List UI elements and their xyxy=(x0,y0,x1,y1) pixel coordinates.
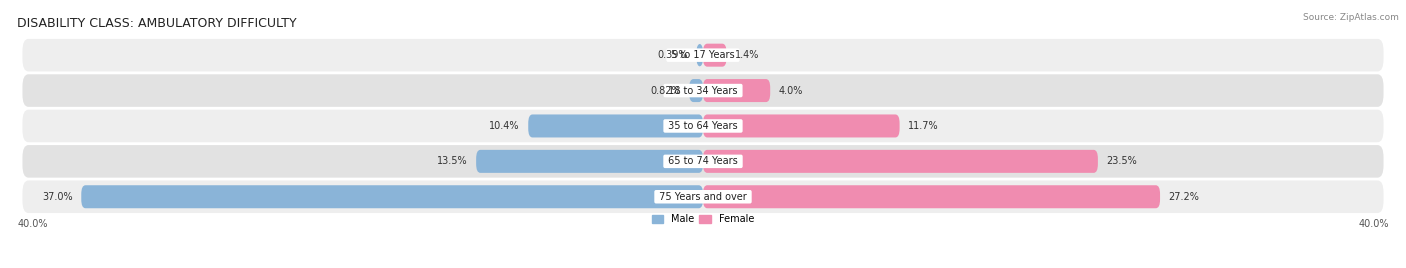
Text: 37.0%: 37.0% xyxy=(42,192,73,202)
FancyBboxPatch shape xyxy=(22,145,1384,178)
FancyBboxPatch shape xyxy=(22,39,1384,72)
Text: 1.4%: 1.4% xyxy=(735,50,759,60)
Text: 40.0%: 40.0% xyxy=(17,219,48,229)
FancyBboxPatch shape xyxy=(22,110,1384,142)
Text: 18 to 34 Years: 18 to 34 Years xyxy=(665,85,741,96)
FancyBboxPatch shape xyxy=(703,150,1098,173)
Text: Source: ZipAtlas.com: Source: ZipAtlas.com xyxy=(1303,13,1399,23)
Legend: Male, Female: Male, Female xyxy=(652,214,754,224)
Text: 75 Years and over: 75 Years and over xyxy=(657,192,749,202)
Text: 23.5%: 23.5% xyxy=(1107,156,1137,166)
Text: 40.0%: 40.0% xyxy=(1358,219,1389,229)
Text: 10.4%: 10.4% xyxy=(489,121,520,131)
FancyBboxPatch shape xyxy=(689,79,703,102)
FancyBboxPatch shape xyxy=(703,185,1160,208)
FancyBboxPatch shape xyxy=(82,185,703,208)
Text: 35 to 64 Years: 35 to 64 Years xyxy=(665,121,741,131)
FancyBboxPatch shape xyxy=(529,114,703,137)
Text: 27.2%: 27.2% xyxy=(1168,192,1199,202)
Text: 11.7%: 11.7% xyxy=(908,121,939,131)
FancyBboxPatch shape xyxy=(22,74,1384,107)
FancyBboxPatch shape xyxy=(696,44,703,67)
Text: DISABILITY CLASS: AMBULATORY DIFFICULTY: DISABILITY CLASS: AMBULATORY DIFFICULTY xyxy=(17,17,297,30)
FancyBboxPatch shape xyxy=(703,44,727,67)
FancyBboxPatch shape xyxy=(703,114,900,137)
Text: 0.82%: 0.82% xyxy=(650,85,681,96)
Text: 0.39%: 0.39% xyxy=(658,50,688,60)
Text: 65 to 74 Years: 65 to 74 Years xyxy=(665,156,741,166)
Text: 5 to 17 Years: 5 to 17 Years xyxy=(668,50,738,60)
Text: 13.5%: 13.5% xyxy=(437,156,468,166)
Text: 4.0%: 4.0% xyxy=(779,85,803,96)
FancyBboxPatch shape xyxy=(477,150,703,173)
FancyBboxPatch shape xyxy=(703,79,770,102)
FancyBboxPatch shape xyxy=(22,180,1384,213)
